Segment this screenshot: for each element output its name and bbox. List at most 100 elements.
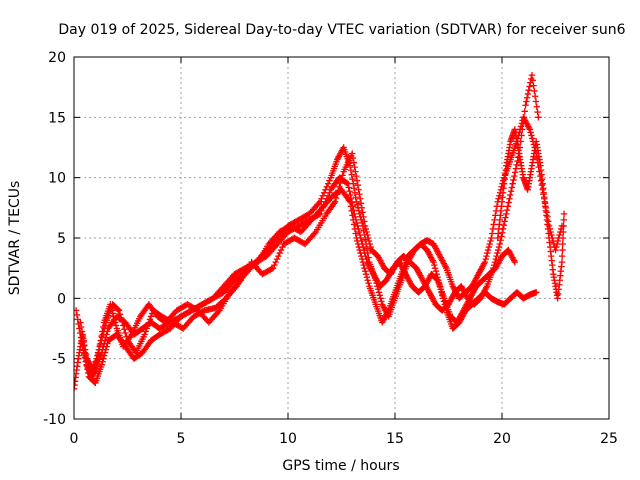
y-tick-label: -5 <box>52 352 66 368</box>
data-point <box>503 206 511 214</box>
data-points <box>74 71 568 393</box>
data-point <box>531 93 539 100</box>
data-point <box>362 271 370 278</box>
data-point <box>145 319 153 326</box>
data-point <box>355 186 362 193</box>
data-point <box>535 114 542 121</box>
data-point <box>490 264 497 272</box>
data-point <box>98 332 105 340</box>
y-tick-label: -10 <box>43 412 66 428</box>
data-point <box>351 163 358 171</box>
data-point <box>336 183 343 190</box>
data-point <box>344 180 352 187</box>
data-point <box>356 231 364 239</box>
data-point <box>504 203 512 210</box>
data-point <box>354 182 362 189</box>
data-point <box>99 358 106 365</box>
data-point <box>345 184 352 191</box>
y-tick-label: 5 <box>57 231 66 247</box>
data-point <box>349 154 357 162</box>
data-point <box>507 191 514 199</box>
data-point <box>275 252 282 260</box>
data-point <box>361 264 368 272</box>
data-point <box>350 221 358 228</box>
data-point <box>490 221 497 228</box>
data-point <box>320 189 328 196</box>
data-point <box>318 195 325 202</box>
data-point <box>351 225 359 233</box>
data-point <box>361 218 368 225</box>
data-point <box>353 234 360 242</box>
data-point <box>111 316 118 323</box>
data-point <box>491 216 498 224</box>
data-point <box>343 179 351 187</box>
data-point <box>554 237 562 245</box>
data-point <box>522 102 529 109</box>
data-point <box>352 230 359 237</box>
data-point <box>337 179 344 187</box>
data-point <box>376 292 383 299</box>
data-point <box>360 213 367 221</box>
data-point <box>346 188 353 195</box>
data-point <box>358 204 366 212</box>
data-point <box>334 191 341 198</box>
data-point <box>74 385 78 393</box>
data-point <box>360 261 367 269</box>
data-point <box>529 77 536 84</box>
data-point <box>357 200 365 207</box>
data-point <box>528 71 536 79</box>
data-point <box>502 214 509 221</box>
data-point <box>495 243 503 251</box>
data-point <box>322 186 329 193</box>
data-point <box>501 218 508 225</box>
data-point <box>99 323 107 331</box>
data-point <box>99 328 106 335</box>
data-point <box>141 331 148 338</box>
data-point <box>349 175 356 183</box>
data-point <box>521 108 528 115</box>
x-tick-label: 5 <box>177 431 186 447</box>
data-point <box>362 225 370 233</box>
data-point <box>359 209 366 216</box>
data-point <box>527 129 534 136</box>
data-point <box>507 188 515 195</box>
data-point <box>484 246 492 254</box>
data-point <box>352 168 359 175</box>
data-point <box>483 252 490 260</box>
data-point <box>273 255 281 263</box>
data-point <box>533 103 540 110</box>
data-point <box>355 207 363 215</box>
data-point <box>519 120 527 127</box>
data-point <box>96 341 104 349</box>
data-point <box>559 234 567 242</box>
data-point <box>367 243 374 251</box>
data-point <box>319 192 326 199</box>
data-point <box>271 261 278 269</box>
data-point <box>85 364 92 371</box>
data-point <box>366 240 374 248</box>
data-point <box>83 358 91 365</box>
data-point <box>95 346 103 353</box>
data-point <box>326 189 333 196</box>
data-point <box>323 183 330 190</box>
data-point <box>365 234 372 242</box>
data-point <box>511 172 518 180</box>
data-point <box>122 329 129 337</box>
data-point <box>356 246 363 254</box>
data-point <box>121 326 128 333</box>
y-axis-label: SDTVAR / TECUs <box>7 181 23 296</box>
data-point <box>269 264 277 272</box>
data-point <box>362 267 369 275</box>
y-tick-label: 0 <box>57 291 66 307</box>
data-point <box>81 341 88 349</box>
data-point <box>80 337 87 344</box>
data-point <box>377 295 384 302</box>
data-point <box>556 231 563 239</box>
data-point <box>523 98 530 105</box>
data-point <box>107 304 115 311</box>
data-point <box>531 87 538 95</box>
data-point <box>500 221 508 229</box>
y-axis-ticks: -10 -5 0 5 10 15 20 <box>43 50 66 428</box>
data-point <box>108 307 116 314</box>
data-point <box>513 161 520 169</box>
